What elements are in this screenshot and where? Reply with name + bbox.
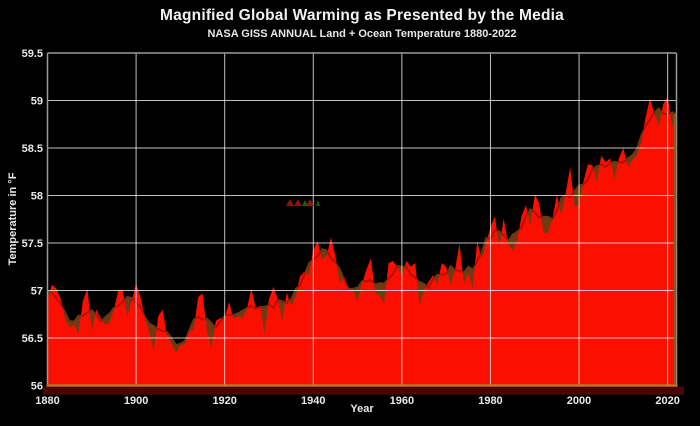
y-tick-label: 56.5 — [22, 333, 43, 345]
chart-title: Magnified Global Warming as Presented by… — [160, 7, 564, 24]
x-tick-label: 2000 — [567, 395, 591, 407]
watermark-artifact — [302, 200, 308, 206]
x-tick-label: 1900 — [124, 395, 148, 407]
y-tick-label: 59.5 — [22, 48, 43, 60]
x-tick-label: 2020 — [655, 395, 679, 407]
x-tick-label: 1940 — [301, 395, 325, 407]
watermark-artifact — [294, 199, 302, 206]
y-tick-label: 57 — [31, 286, 43, 298]
bottom-shadow-strip — [43, 386, 684, 395]
x-tick-label: 1980 — [478, 395, 502, 407]
annual-temperature-area — [47, 96, 677, 386]
chart-subtitle: NASA GISS ANNUAL Land + Ocean Temperatur… — [207, 28, 517, 40]
y-tick-label: 56 — [31, 381, 43, 393]
y-tick-label: 58 — [31, 191, 43, 203]
watermark-artifact — [286, 199, 294, 206]
x-tick-label: 1920 — [212, 395, 236, 407]
y-tick-label: 58.5 — [22, 143, 43, 155]
x-tick-label: 1880 — [35, 395, 59, 407]
y-tick-label: 57.5 — [22, 238, 43, 250]
watermark-artifact — [306, 199, 314, 206]
watermark-artifact — [316, 200, 320, 206]
x-tick-label: 1960 — [390, 395, 414, 407]
y-tick-label: 59 — [31, 96, 43, 108]
x-axis-label: Year — [350, 403, 374, 415]
